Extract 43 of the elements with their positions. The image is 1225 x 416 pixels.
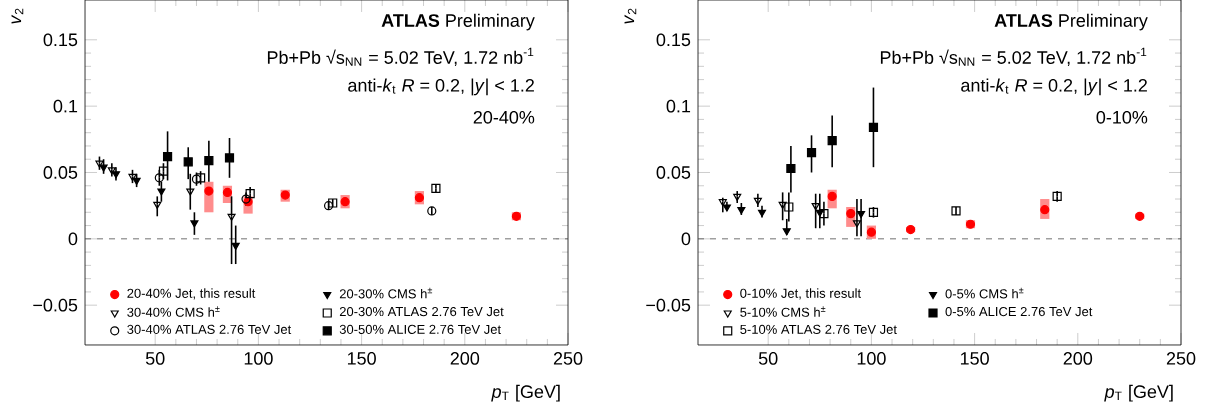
x-tick-label: 200 — [1063, 352, 1093, 365]
x-tick-label: 150 — [347, 352, 376, 365]
y-axis-title: v$_{2}$ — [11, 8, 24, 24]
legend-label: 30-50% ALICE 2.76 TeV Jet — [339, 324, 501, 334]
x-tick-label: 250 — [1166, 352, 1196, 365]
y-tick-label: 0 — [68, 232, 78, 246]
legend-label: 30-40% CMS h$^{±}$ — [127, 306, 220, 317]
legend-label: 20-40% Jet, this result — [127, 288, 256, 300]
legend-label: 5-10% CMS h$^{±}$ — [740, 306, 826, 317]
y-tick-label: 0.1 — [666, 99, 691, 113]
legend-label: 20-30% ATLAS 2.76 TeV Jet — [339, 306, 504, 317]
x-tick-label: 100 — [244, 352, 273, 365]
y-tick-label: −0.05 — [646, 298, 691, 312]
x-axis-title: p$_{T}$ [GeV] — [1104, 384, 1173, 402]
legend-label: 20-30% CMS h$^{±}$ — [339, 287, 433, 299]
text: Pb+Pb √s$_{NN}$ = 5.02 TeV, 1.72 nb$^{-1}$ — [880, 47, 1147, 67]
y-tick-label: −0.05 — [33, 298, 78, 312]
y-tick-label: 0.1 — [53, 99, 78, 113]
annotation: 20-40% — [473, 110, 535, 124]
annotation: 0-10% — [1096, 110, 1148, 124]
x-tick-label: 50 — [145, 352, 165, 365]
y-tick-label: 0.15 — [656, 33, 691, 47]
annotation: anti-k$_{t}$ R = 0.2, |y| < 1.2 — [348, 78, 534, 96]
y-tick-label: 0 — [681, 232, 691, 246]
x-tick-label: 100 — [857, 352, 886, 365]
y-axis-title: v$_{2}$ — [624, 8, 637, 24]
y-tick-label: 0.15 — [43, 33, 78, 47]
legend-label: 0-5% ALICE 2.76 TeV Jet — [945, 306, 1093, 317]
x-tick-label: 250 — [553, 352, 583, 365]
annotation: anti-k$_{t}$ R = 0.2, |y| < 1.2 — [961, 78, 1147, 96]
x-tick-label: 150 — [960, 352, 989, 365]
text: ATLAS Preliminary — [381, 13, 535, 31]
legend-label: 0-10% Jet, this result — [740, 288, 861, 300]
x-axis-title: p$_{T}$ [GeV] — [491, 384, 560, 402]
text: ATLAS Preliminary — [994, 13, 1148, 31]
text: Pb+Pb √s$_{NN}$ = 5.02 TeV, 1.72 nb$^{-1}$ — [267, 47, 534, 67]
y-tick-label: 0.05 — [43, 166, 78, 179]
legend-label: 0-5% CMS h$^{±}$ — [945, 287, 1024, 299]
legend-label: 30-40% ATLAS 2.76 TeV Jet — [127, 324, 292, 334]
legend-label: 5-10% ATLAS 2.76 TeV Jet — [740, 324, 897, 334]
y-tick-label: 0.05 — [656, 166, 691, 179]
x-tick-label: 50 — [758, 352, 778, 365]
x-tick-label: 200 — [450, 352, 480, 365]
